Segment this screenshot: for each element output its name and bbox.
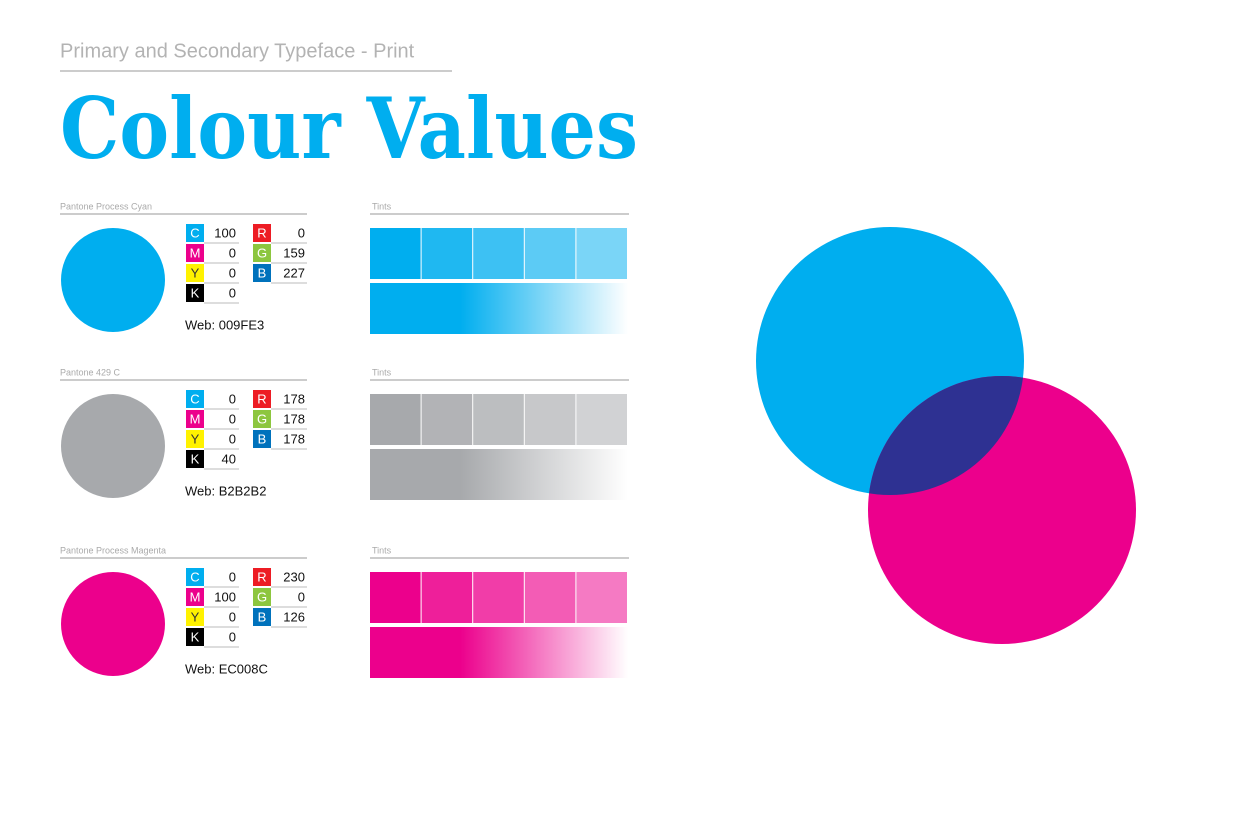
channel-value: 0 [298,589,305,604]
channel-value: 0 [229,265,236,280]
channel-label: Y [191,431,200,446]
channel-box [186,284,204,302]
swatch-circle [61,228,165,332]
tint-fade [370,627,628,678]
web-value: Web: 009FE3 [185,317,264,332]
channel-label: M [190,411,201,426]
tint-block [473,228,524,279]
tint-block [524,572,576,623]
channel-label: C [190,225,199,240]
channel-label: Y [191,609,200,624]
channel-label: B [258,431,267,446]
tint-block [421,394,473,445]
tints-label: Tints [372,201,392,211]
channel-value: 227 [283,265,305,280]
channel-label: B [258,265,267,280]
channel-box [186,224,204,242]
channel-value: 0 [298,225,305,240]
channel-box [253,264,271,282]
tints-label: Tints [372,545,392,555]
tint-block [576,394,627,445]
channel-value: 159 [283,245,305,260]
channel-value: 0 [229,391,236,406]
channel-box [253,588,271,606]
tint-block [421,572,473,623]
channel-box [186,264,204,282]
channel-box [186,628,204,646]
tint-fade [370,449,628,500]
channel-box [253,390,271,408]
channel-label: M [190,245,201,260]
venn-overlap [868,376,1024,495]
swatch-circle [61,572,165,676]
channel-label: Y [191,265,200,280]
channel-value: 100 [214,589,236,604]
channel-value: 0 [229,411,236,426]
web-value: Web: EC008C [185,661,268,676]
channel-label: R [257,225,266,240]
channel-box [186,430,204,448]
tint-block [473,394,524,445]
channel-label: R [257,391,266,406]
tint-block [524,394,576,445]
channel-value: 0 [229,629,236,644]
channel-label: M [190,589,201,604]
channel-label: R [257,569,266,584]
tint-block [421,228,473,279]
channel-value: 126 [283,609,305,624]
swatch-name: Pantone Process Magenta [60,545,166,555]
title: Colour Values [60,79,638,178]
web-value: Web: B2B2B2 [185,483,266,498]
channel-box [186,244,204,262]
channel-box [253,568,271,586]
channel-label: K [191,451,200,466]
channel-box [253,244,271,262]
channel-value: 100 [214,225,236,240]
channel-box [186,568,204,586]
tint-block [576,572,627,623]
tint-block [576,228,627,279]
tint-block [370,228,421,279]
channel-box [186,608,204,626]
channel-box [186,410,204,428]
channel-label: G [257,589,267,604]
tint-block [370,572,421,623]
channel-value: 0 [229,609,236,624]
swatch-circle [61,394,165,498]
channel-label: B [258,609,267,624]
swatch-name: Pantone 429 C [60,367,121,377]
channel-label: K [191,285,200,300]
channel-box [253,224,271,242]
channel-label: G [257,245,267,260]
channel-label: K [191,629,200,644]
channel-box [186,390,204,408]
tint-block [473,572,524,623]
channel-box [186,450,204,468]
channel-label: C [190,391,199,406]
channel-value: 40 [222,451,236,466]
channel-value: 0 [229,285,236,300]
channel-value: 230 [283,569,305,584]
tint-block [524,228,576,279]
tint-block [370,394,421,445]
channel-box [253,410,271,428]
swatch-name: Pantone Process Cyan [60,201,152,211]
channel-label: C [190,569,199,584]
channel-value: 178 [283,391,305,406]
channel-value: 0 [229,245,236,260]
tint-fade [370,283,628,334]
channel-box [186,588,204,606]
channel-value: 178 [283,431,305,446]
channel-box [253,608,271,626]
tints-label: Tints [372,367,392,377]
channel-box [253,430,271,448]
channel-value: 0 [229,569,236,584]
channel-value: 0 [229,431,236,446]
channel-value: 178 [283,411,305,426]
channel-label: G [257,411,267,426]
subtitle: Primary and Secondary Typeface - Print [60,40,415,62]
